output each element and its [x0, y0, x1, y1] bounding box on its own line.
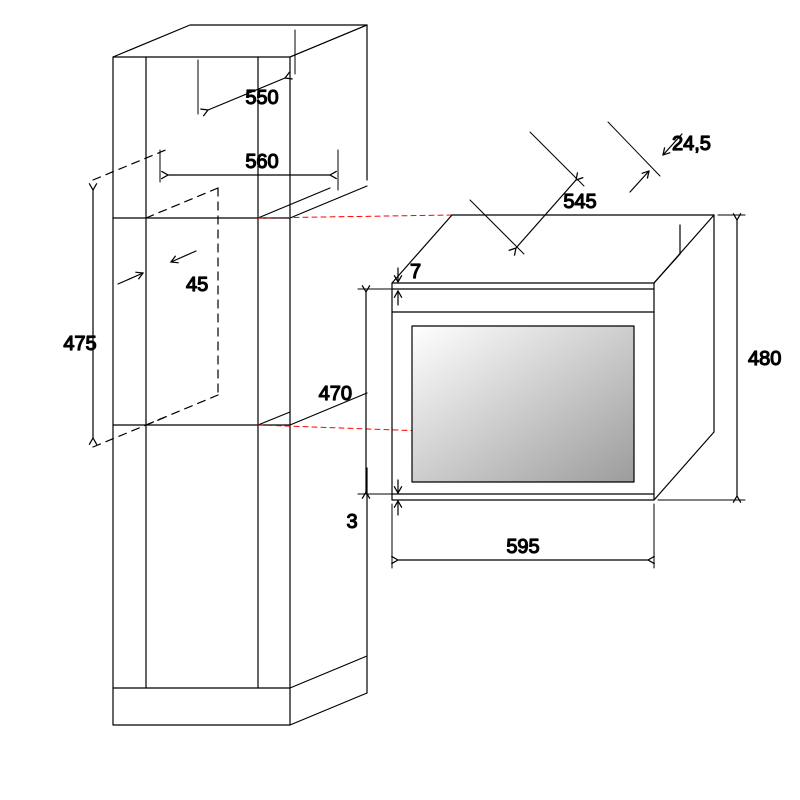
dim-label-595: 595: [506, 536, 539, 558]
oven-appliance: [392, 215, 714, 500]
dim-label-45: 45: [186, 274, 208, 296]
dim-label-475: 475: [63, 333, 96, 355]
dim-470: 470: [319, 289, 398, 494]
dim-545: 545: [470, 132, 597, 254]
dim-label-560: 560: [245, 151, 278, 173]
dim-595: 595: [392, 504, 654, 568]
dim-475: 475: [63, 190, 96, 438]
dim-550: 550: [198, 30, 295, 114]
dim-label-7: 7: [410, 261, 421, 283]
dim-24-5: 24,5: [608, 122, 711, 192]
dim-3: 3: [346, 480, 398, 533]
cabinet-hidden-lines: [93, 149, 218, 447]
dim-label-545: 545: [563, 191, 596, 213]
dim-label-3: 3: [346, 511, 357, 533]
dim-45: 45: [118, 251, 208, 296]
dim-560: 560: [160, 150, 338, 190]
dim-label-480: 480: [748, 348, 781, 370]
dim-label-550: 550: [245, 87, 278, 109]
cabinet-outline: [113, 25, 367, 725]
dim-label-470: 470: [319, 383, 352, 405]
dim-label-24-5: 24,5: [672, 133, 711, 155]
appliance-dimension-diagram: 550 560 45 475 7: [0, 0, 800, 800]
